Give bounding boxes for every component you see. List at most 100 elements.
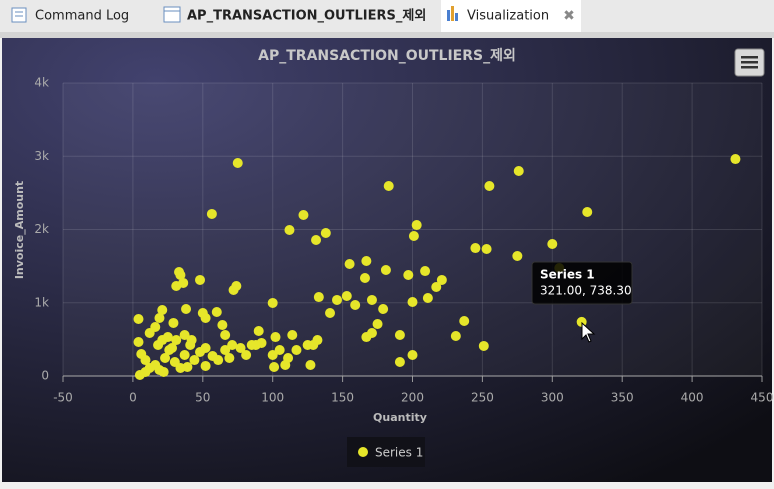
tab-bar: [0, 0, 774, 32]
active-tab: [441, 0, 581, 32]
point: [179, 349, 190, 360]
y-tick-label: 3k: [34, 149, 49, 163]
point: [200, 343, 211, 354]
tooltip-title: Series 1: [540, 268, 595, 282]
point: [298, 209, 309, 220]
point: [547, 239, 558, 250]
point: [157, 305, 168, 316]
point: [270, 332, 281, 343]
point: [200, 312, 211, 323]
x-tick-label: 150: [331, 391, 354, 405]
point: [153, 340, 164, 351]
point: [332, 294, 343, 305]
x-tick-label: 350: [611, 391, 634, 405]
tab[interactable]: Command Log: [11, 7, 129, 24]
point: [133, 337, 144, 348]
point: [181, 303, 192, 314]
point: [383, 180, 394, 191]
point: [422, 292, 433, 303]
point: [211, 306, 222, 317]
point: [420, 266, 431, 277]
point: [200, 360, 211, 371]
chart-panel: [2, 38, 772, 482]
point: [313, 292, 324, 303]
y-tick-label: 1k: [34, 295, 49, 309]
point: [206, 208, 217, 219]
close-button[interactable]: ✖: [563, 8, 575, 24]
x-tick-label: 50: [195, 391, 210, 405]
point: [220, 344, 231, 355]
x-tick-label: -50: [53, 391, 73, 405]
point: [227, 340, 238, 351]
point: [171, 280, 182, 291]
tab[interactable]: Visualization ✖: [441, 0, 581, 32]
plot-background: [63, 83, 762, 376]
point: [213, 355, 224, 366]
point: [325, 308, 336, 319]
tab-label: Command Log: [35, 9, 129, 24]
point: [311, 234, 322, 245]
point: [484, 180, 495, 191]
x-tick-label: 200: [401, 391, 424, 405]
point: [378, 303, 389, 314]
tooltip-text: 321.00, 738.30: [540, 284, 632, 298]
point: [284, 225, 295, 236]
point: [174, 266, 185, 277]
point: [394, 329, 405, 340]
point: [366, 294, 377, 305]
point: [179, 329, 190, 340]
point: [167, 343, 178, 354]
point: [160, 352, 171, 363]
x-tick-label: 300: [541, 391, 564, 405]
point: [512, 251, 523, 262]
point: [350, 300, 361, 311]
point: [291, 344, 302, 355]
legend[interactable]: Series 1: [347, 437, 425, 467]
point: [408, 231, 419, 242]
point: [241, 349, 252, 360]
menu-button[interactable]: [734, 48, 765, 77]
tooltip: Series 1 321.00, 738.30: [531, 261, 633, 305]
tab[interactable]: AP_TRANSACTION_OUTLIERS_제외: [163, 6, 426, 24]
point: [186, 335, 197, 346]
point: [359, 272, 370, 283]
point: [267, 297, 278, 308]
chart-title: AP_TRANSACTION_OUTLIERS_제외: [258, 47, 516, 64]
point: [403, 269, 414, 280]
x-tick-label: 100: [261, 391, 284, 405]
y-tick-label: 4k: [34, 76, 49, 90]
point: [411, 220, 422, 231]
point: [171, 335, 182, 346]
point: [450, 331, 461, 342]
x-tick-label: 250: [471, 391, 494, 405]
separator: [0, 32, 774, 38]
point: [232, 157, 243, 168]
point: [344, 259, 355, 270]
point: [730, 154, 741, 165]
point: [158, 366, 169, 377]
x-tick-label: 0: [129, 391, 137, 405]
point: [478, 340, 489, 351]
point: [217, 320, 228, 331]
point: [267, 349, 278, 360]
point: [224, 352, 235, 363]
point: [312, 335, 323, 346]
x-axis-title: Quantity: [373, 411, 427, 424]
point: [133, 314, 144, 325]
point: [459, 315, 470, 326]
point: [269, 361, 280, 372]
tab-label: Visualization: [467, 9, 549, 24]
y-axis-title: Invoice_Amount: [13, 181, 26, 279]
point: [361, 332, 372, 343]
point: [220, 329, 231, 340]
point: [168, 317, 179, 328]
point: [394, 357, 405, 368]
point: [470, 243, 481, 254]
point: [256, 337, 267, 348]
point: [287, 329, 298, 340]
legend-label: Series 1: [375, 446, 423, 460]
point: [513, 165, 524, 176]
point: [582, 206, 593, 217]
point: [361, 255, 372, 266]
